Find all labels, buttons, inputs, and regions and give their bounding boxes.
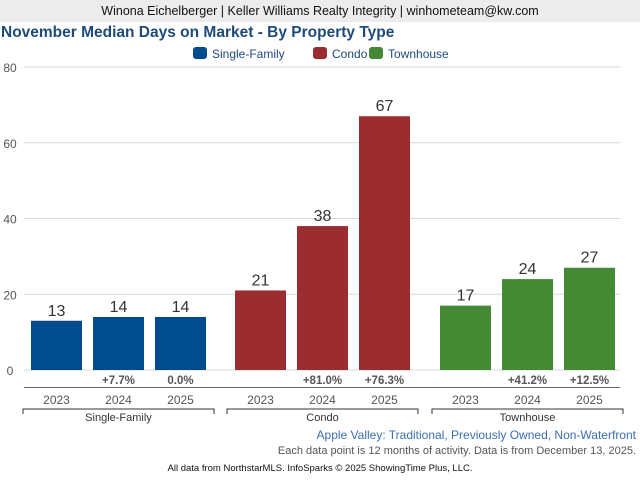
agent-header: Winona Eichelberger | Keller Williams Re… bbox=[0, 0, 640, 22]
x-tick-label: 2025 bbox=[576, 393, 603, 407]
bar bbox=[155, 316, 206, 370]
bar bbox=[440, 305, 491, 370]
bar bbox=[93, 316, 144, 370]
legend-swatch bbox=[369, 47, 383, 59]
bar bbox=[359, 116, 410, 370]
chart-title: November Median Days on Market - By Prop… bbox=[1, 24, 395, 41]
group-bracket bbox=[431, 408, 624, 414]
bar bbox=[31, 320, 82, 370]
change-label: +81.0% bbox=[303, 375, 342, 387]
footer-credit: All data from NorthstarMLS. InfoSparks ©… bbox=[167, 463, 473, 474]
x-tick-label: 2024 bbox=[309, 393, 336, 407]
legend-label: Condo bbox=[332, 47, 368, 61]
group-bracket bbox=[226, 408, 419, 414]
x-tick-label: 2023 bbox=[43, 393, 70, 407]
legend-label: Single-Family bbox=[212, 47, 285, 61]
legend-label: Townhouse bbox=[388, 47, 449, 61]
bar-value-label: 13 bbox=[48, 303, 66, 320]
group-label: Condo bbox=[306, 412, 338, 424]
bar bbox=[297, 226, 348, 370]
bar-value-label: 38 bbox=[314, 208, 332, 225]
bar bbox=[502, 279, 553, 370]
bar-value-label: 14 bbox=[110, 299, 128, 316]
bar bbox=[564, 267, 615, 370]
x-tick-label: 2023 bbox=[452, 393, 479, 407]
legend-swatch bbox=[193, 47, 207, 59]
change-label: +12.5% bbox=[570, 375, 609, 387]
bar bbox=[235, 290, 286, 370]
change-label: +7.7% bbox=[102, 375, 135, 387]
bar-value-label: 67 bbox=[376, 98, 394, 115]
y-tick-label: 80 bbox=[3, 61, 17, 75]
data-note: Each data point is 12 months of activity… bbox=[277, 445, 636, 457]
x-tick-label: 2024 bbox=[105, 393, 132, 407]
legend-swatch bbox=[313, 47, 327, 59]
change-label: +41.2% bbox=[508, 375, 547, 387]
change-label: +76.3% bbox=[365, 375, 404, 387]
group-label: Townhouse bbox=[500, 412, 556, 424]
group-label: Single-Family bbox=[85, 412, 152, 424]
x-tick-label: 2025 bbox=[371, 393, 398, 407]
change-label: 0.0% bbox=[167, 375, 193, 387]
y-tick-label: 0 bbox=[7, 364, 14, 378]
y-tick-label: 40 bbox=[3, 213, 17, 227]
x-tick-label: 2024 bbox=[514, 393, 541, 407]
bar-value-label: 24 bbox=[519, 261, 537, 278]
x-tick-label: 2023 bbox=[247, 393, 274, 407]
bar-value-label: 27 bbox=[581, 250, 599, 267]
chart-subtitle: Apple Valley: Traditional, Previously Ow… bbox=[316, 428, 636, 442]
bar-value-label: 21 bbox=[252, 272, 270, 289]
bar-value-label: 17 bbox=[457, 288, 475, 305]
y-tick-label: 20 bbox=[3, 288, 17, 302]
bar-value-label: 14 bbox=[172, 299, 190, 316]
group-bracket bbox=[22, 408, 215, 414]
y-tick-label: 60 bbox=[3, 137, 17, 151]
x-tick-label: 2025 bbox=[167, 393, 194, 407]
